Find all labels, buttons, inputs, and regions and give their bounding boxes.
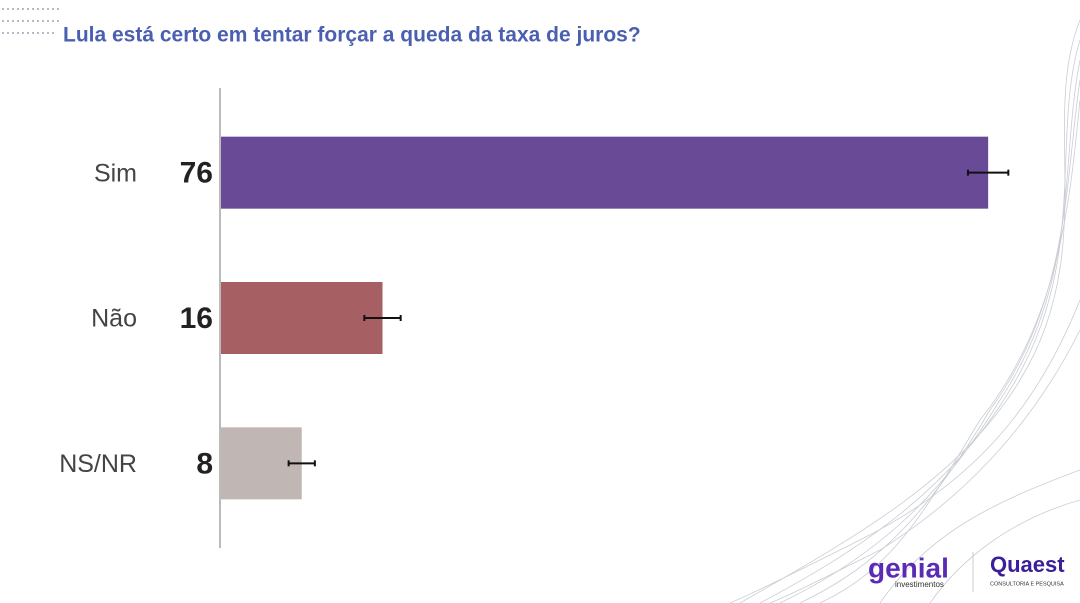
wave-decoration [729,19,1080,603]
category-label: Sim [94,159,137,187]
bar [221,136,989,209]
value-label: 16 [180,302,213,335]
logo-genial-sub: investimentos [895,580,944,589]
logo-quaest: Quaest [990,552,1065,577]
error-bar [363,315,402,321]
decoration [2,8,60,34]
bar [221,282,383,354]
error-bar [287,460,316,467]
chart-title: Lula está certo em tentar forçar a queda… [63,24,641,47]
logo-quaest-sub: CONSULTORIA E PESQUISA [990,581,1064,587]
category-label: NS/NR [59,450,137,478]
value-label: 8 [196,447,213,480]
logo-genial: genial [868,552,949,583]
category-label: Não [91,305,137,333]
error-bar [966,169,1010,176]
value-label: 76 [180,157,213,190]
